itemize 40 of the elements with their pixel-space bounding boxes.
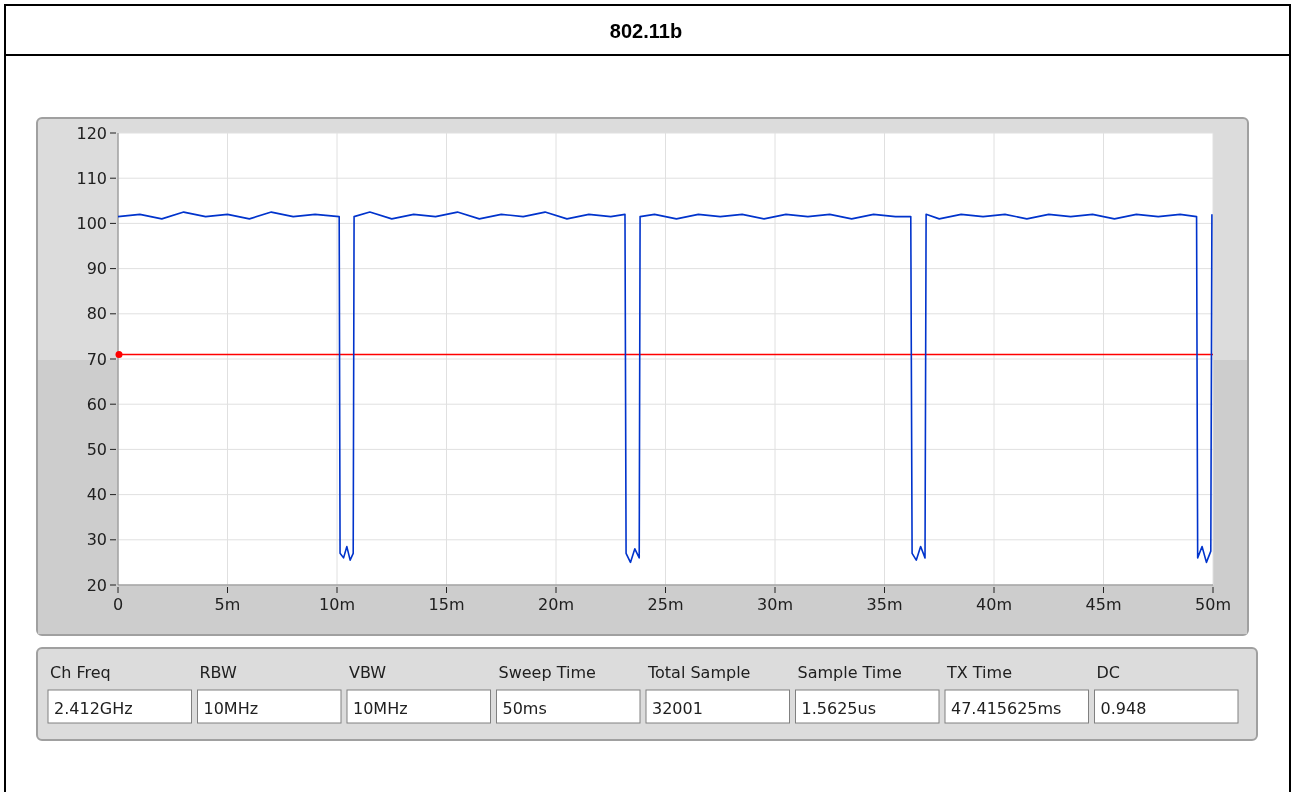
y-tick-label: 50 xyxy=(86,440,107,459)
x-tick-label: 10m xyxy=(319,595,355,614)
text: 1.5625us xyxy=(801,699,876,718)
text: Sample Time xyxy=(797,663,902,682)
y-tick-label: 100 xyxy=(76,214,107,233)
line-series xyxy=(117,211,1213,564)
x-tick-label: 5m xyxy=(214,595,241,614)
x-tick-label: 15m xyxy=(428,595,465,614)
text: Sweep Time xyxy=(498,663,596,682)
y-tick-label: 30 xyxy=(86,530,107,550)
text: 32001 xyxy=(652,699,703,718)
x-tick-label: 25m xyxy=(647,595,684,614)
x-tick-label: 0 xyxy=(112,595,124,614)
x-tick-label: 35m xyxy=(866,595,903,614)
text: 10MHz xyxy=(353,699,408,718)
text: TX Time xyxy=(946,663,1012,682)
text: Ch Freq xyxy=(50,663,111,682)
y-tick-label: 120 xyxy=(76,123,107,143)
chart-title: 802.11b xyxy=(609,20,683,42)
y-tick-label: 70 xyxy=(86,349,107,369)
y-tick-label: 110 xyxy=(76,168,107,188)
x-tick-label: 50m xyxy=(1195,595,1231,614)
text: VBW xyxy=(349,663,387,682)
text: 50ms xyxy=(502,699,547,718)
x-tick-label: 45m xyxy=(1085,595,1122,614)
text: RBW xyxy=(199,663,238,682)
text: 10MHz xyxy=(203,699,259,718)
text: 0.948 xyxy=(1100,699,1147,718)
x-tick-label: 20m xyxy=(538,595,574,614)
y-tick-label: 40 xyxy=(86,485,107,505)
y-tick-label: 60 xyxy=(86,394,107,414)
text: DC xyxy=(1096,663,1120,682)
y-tick-label: 90 xyxy=(86,259,107,279)
x-tick-label: 40m xyxy=(976,595,1012,614)
x-tick-label: 30m xyxy=(757,595,793,614)
y-tick-label: 80 xyxy=(86,304,107,324)
y-tick-label: 20 xyxy=(86,575,107,595)
text: Total Sample xyxy=(647,663,751,682)
text: 2.412GHz xyxy=(54,699,133,718)
text: 47.415625ms xyxy=(951,699,1062,718)
